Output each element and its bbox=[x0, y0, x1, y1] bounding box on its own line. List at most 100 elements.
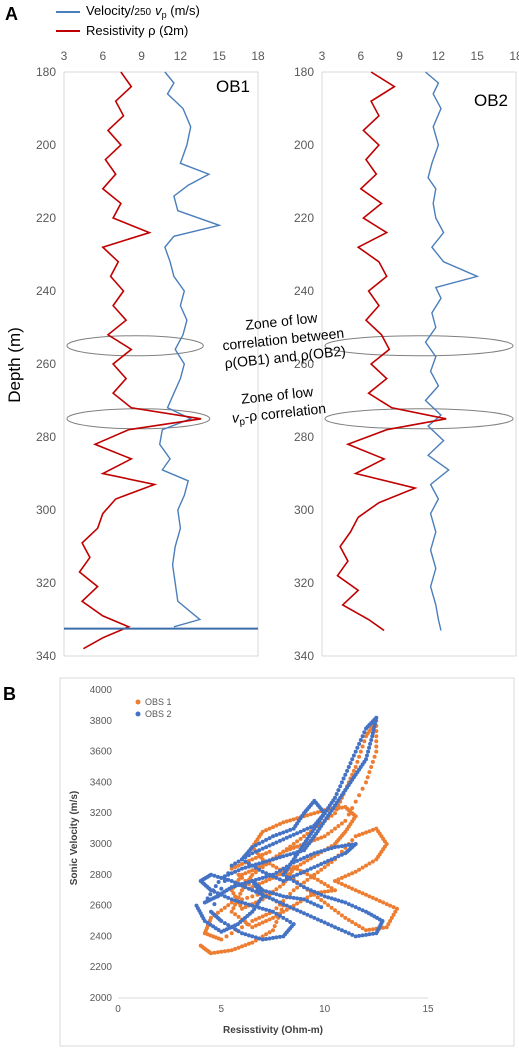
scatter-point-2 bbox=[277, 900, 282, 905]
annotation-zone1: Zone of low correlation between ρ(OB1) a… bbox=[222, 309, 347, 371]
scatter-point-2 bbox=[271, 909, 275, 914]
x-tick-label: 6 bbox=[357, 49, 364, 63]
scatter-point-2 bbox=[212, 902, 217, 907]
y-tick-label: 280 bbox=[36, 430, 56, 444]
scatter-point-1 bbox=[377, 899, 382, 903]
scatter-point-2 bbox=[308, 914, 313, 919]
scatter-point-1 bbox=[319, 835, 324, 840]
scatter-point-2 bbox=[329, 923, 334, 928]
scatter-point-1 bbox=[257, 915, 262, 920]
scatter-point-2 bbox=[257, 867, 262, 872]
scatter-point-1 bbox=[370, 759, 375, 764]
scatter-point-1 bbox=[302, 880, 306, 885]
scatter-point-1 bbox=[353, 765, 358, 769]
scatter-point-1 bbox=[250, 868, 255, 873]
scatter-point-2 bbox=[369, 738, 374, 742]
scatter-point-2 bbox=[288, 827, 293, 832]
scatter-point-1 bbox=[236, 863, 241, 868]
scatter-point-1 bbox=[219, 949, 224, 954]
scatter-point-1 bbox=[209, 951, 213, 956]
scatter-point-1 bbox=[264, 862, 269, 867]
scatter-point-2 bbox=[240, 883, 244, 888]
scatter-point-1 bbox=[308, 893, 313, 898]
scatter-point-2 bbox=[274, 935, 279, 940]
scatter-point-2 bbox=[246, 902, 251, 907]
scatter-point-1 bbox=[319, 898, 324, 902]
scatter-point-1 bbox=[298, 836, 303, 841]
scatter-point-1 bbox=[238, 903, 243, 908]
scatter-point-2 bbox=[240, 866, 244, 871]
y-tick-label: 2600 bbox=[90, 901, 113, 912]
scatter-point-2 bbox=[319, 849, 324, 854]
x-tick-label: 3 bbox=[319, 49, 326, 63]
scatter-point-2 bbox=[291, 879, 296, 883]
y-tick-label: 200 bbox=[294, 138, 314, 152]
scatter-point-2 bbox=[295, 872, 300, 877]
y-axis-label-scatter: Sonic Velocity (m/s) bbox=[69, 791, 80, 885]
scatter-point-1 bbox=[243, 905, 248, 910]
scatter-point-1 bbox=[288, 818, 293, 823]
legend-velocity-label: Velocity/250 vp (m/s) bbox=[86, 3, 200, 20]
scatter-point-2 bbox=[284, 894, 289, 899]
scatter-point-2 bbox=[222, 894, 227, 899]
scatter-point-1 bbox=[260, 914, 265, 919]
y-tick-label: 260 bbox=[294, 357, 314, 371]
scatter-point-2 bbox=[357, 906, 362, 911]
scatter-point-2 bbox=[358, 738, 363, 742]
scatter-point-1 bbox=[246, 869, 251, 874]
scatter-point-2 bbox=[308, 825, 313, 830]
scatter-point-1 bbox=[339, 913, 344, 918]
scatter-point-1 bbox=[250, 919, 255, 923]
plot-area-ob1 bbox=[63, 71, 259, 657]
scatter-point-1 bbox=[336, 824, 341, 828]
scatter-point-1 bbox=[351, 768, 356, 773]
scatter-point-2 bbox=[343, 929, 348, 934]
scatter-point-1 bbox=[236, 895, 241, 900]
scatter-point-2 bbox=[298, 871, 303, 876]
scatter-point-1 bbox=[305, 877, 310, 882]
scatter-point-2 bbox=[253, 849, 258, 854]
scatter-point-2 bbox=[333, 845, 337, 850]
scatter-point-1 bbox=[250, 885, 255, 890]
scatter-point-1 bbox=[326, 862, 331, 867]
y-ticks-ob1: 180 200 220 240 260 280 300 320 340 bbox=[36, 65, 56, 663]
scatter-point-1 bbox=[295, 885, 300, 890]
scatter-point-2 bbox=[284, 864, 289, 869]
scatter-point-1 bbox=[281, 820, 286, 825]
scatter-point-2 bbox=[302, 885, 306, 890]
scatter-point-1 bbox=[277, 884, 282, 889]
scatter-point-2 bbox=[364, 757, 368, 762]
y-tick-label: 200 bbox=[36, 138, 56, 152]
scatter-point-2 bbox=[219, 886, 224, 891]
scatter-point-1 bbox=[222, 905, 227, 910]
scatter-point-1 bbox=[308, 812, 313, 817]
scatter-point-1 bbox=[360, 831, 365, 836]
scatter-point-2 bbox=[264, 859, 269, 864]
scatter-point-2 bbox=[274, 899, 279, 903]
resistivity-line-ob2 bbox=[336, 71, 447, 632]
scatter-point-2 bbox=[246, 861, 251, 866]
scatter-point-1 bbox=[336, 910, 341, 915]
scatter-point-1 bbox=[231, 891, 236, 896]
scatter-point-1 bbox=[236, 945, 241, 950]
scatter-point-1 bbox=[274, 887, 279, 892]
scatter-point-2 bbox=[298, 896, 303, 901]
scatter-point-1 bbox=[243, 871, 248, 876]
scatter-point-2 bbox=[291, 826, 296, 831]
velocity-line-ob1 bbox=[158, 71, 222, 628]
scatter-point-2 bbox=[326, 895, 331, 900]
scatter-point-1 bbox=[343, 915, 348, 920]
scatter-point-2 bbox=[333, 897, 337, 902]
scatter-point-1 bbox=[315, 836, 320, 841]
scatter-point-2 bbox=[219, 892, 224, 897]
scatter-point-1 bbox=[312, 875, 317, 880]
panel-label-a: A bbox=[5, 4, 18, 24]
scatter-point-1 bbox=[355, 759, 360, 764]
scatter-point-1 bbox=[260, 880, 265, 885]
scatter-point-1 bbox=[240, 875, 244, 880]
scatter-point-2 bbox=[246, 880, 251, 884]
scatter-point-2 bbox=[215, 894, 220, 899]
scatter-point-2 bbox=[209, 888, 213, 893]
scatter-point-1 bbox=[240, 944, 244, 949]
scatter-point-2 bbox=[208, 892, 213, 897]
